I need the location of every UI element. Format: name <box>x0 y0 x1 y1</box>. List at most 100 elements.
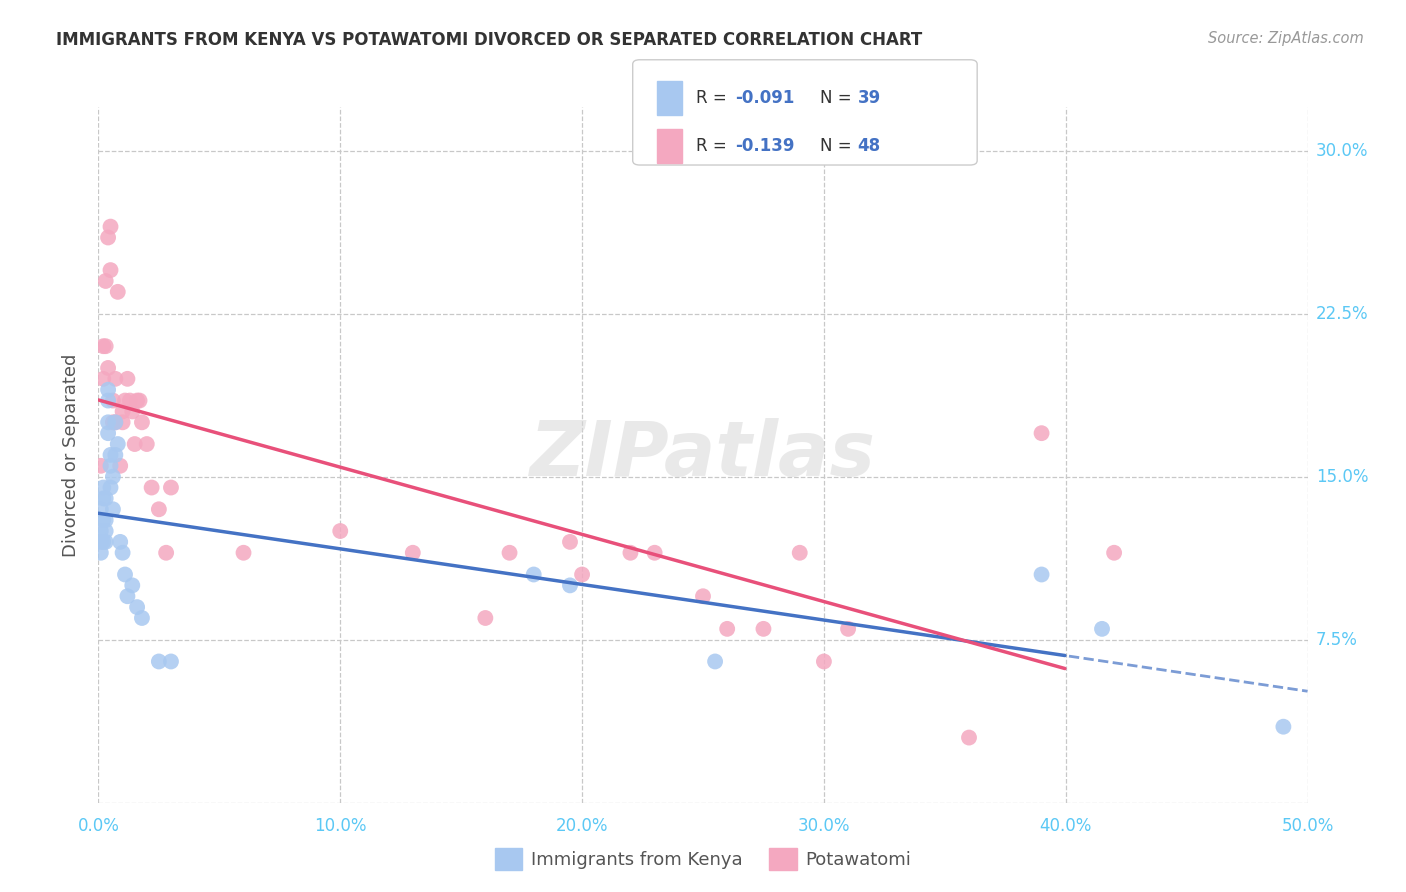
Point <box>619 546 641 560</box>
Text: 0.0%: 0.0% <box>77 817 120 835</box>
Point <box>107 285 129 299</box>
Point <box>97 415 120 429</box>
Text: 39: 39 <box>858 89 882 107</box>
Point <box>100 448 122 462</box>
Point <box>114 393 136 408</box>
Text: 7.5%: 7.5% <box>1316 631 1358 648</box>
Point <box>97 426 120 441</box>
Text: -0.139: -0.139 <box>735 137 794 155</box>
Point <box>100 219 122 234</box>
Point <box>101 393 124 408</box>
Point <box>94 274 117 288</box>
Point <box>108 458 131 473</box>
Text: R =: R = <box>696 89 733 107</box>
Point <box>558 578 581 592</box>
Point <box>117 589 139 603</box>
Text: IMMIGRANTS FROM KENYA VS POTAWATOMI DIVORCED OR SEPARATED CORRELATION CHART: IMMIGRANTS FROM KENYA VS POTAWATOMI DIVO… <box>56 31 922 49</box>
Point <box>100 263 122 277</box>
Point <box>111 415 134 429</box>
Point <box>402 546 425 560</box>
Point <box>91 339 114 353</box>
Text: N =: N = <box>820 89 856 107</box>
Point <box>128 393 150 408</box>
Point <box>97 360 120 375</box>
Point <box>127 600 149 615</box>
Point <box>91 491 114 506</box>
Point <box>155 546 177 560</box>
Point <box>131 415 153 429</box>
Text: ZIPatlas: ZIPatlas <box>530 418 876 491</box>
Point <box>114 567 136 582</box>
Text: R =: R = <box>696 137 733 155</box>
Point <box>131 611 153 625</box>
Point <box>90 535 112 549</box>
Point <box>716 622 738 636</box>
Point <box>1272 720 1295 734</box>
Point <box>107 437 129 451</box>
Point <box>232 546 254 560</box>
Text: 40.0%: 40.0% <box>1039 817 1092 835</box>
Point <box>101 469 124 483</box>
Point <box>90 502 112 516</box>
Point <box>127 393 149 408</box>
Point <box>121 404 143 418</box>
Point <box>1031 426 1053 441</box>
Point <box>1091 622 1114 636</box>
Text: 10.0%: 10.0% <box>314 817 367 835</box>
Point <box>704 655 727 669</box>
Text: Source: ZipAtlas.com: Source: ZipAtlas.com <box>1208 31 1364 46</box>
Text: N =: N = <box>820 137 856 155</box>
Point <box>94 535 117 549</box>
Point <box>97 230 120 244</box>
Point <box>100 481 122 495</box>
Text: 50.0%: 50.0% <box>1281 817 1334 835</box>
Text: -0.091: -0.091 <box>735 89 794 107</box>
Point <box>160 481 183 495</box>
Point <box>498 546 520 560</box>
Point <box>523 567 546 582</box>
Point <box>104 372 127 386</box>
Point <box>148 502 170 516</box>
Point <box>160 655 183 669</box>
Point <box>108 535 131 549</box>
Text: 20.0%: 20.0% <box>555 817 609 835</box>
Text: 22.5%: 22.5% <box>1316 304 1368 323</box>
Point <box>571 567 593 582</box>
Point <box>91 481 114 495</box>
Point <box>94 339 117 353</box>
Legend: Immigrants from Kenya, Potawatomi: Immigrants from Kenya, Potawatomi <box>488 841 918 877</box>
Point <box>101 502 124 516</box>
Point <box>111 404 134 418</box>
Text: 15.0%: 15.0% <box>1316 467 1368 485</box>
Point <box>692 589 714 603</box>
Text: 30.0%: 30.0% <box>1316 142 1368 160</box>
Point <box>111 546 134 560</box>
Point <box>1102 546 1125 560</box>
Point <box>813 655 835 669</box>
Point <box>94 491 117 506</box>
Point <box>644 546 666 560</box>
Point <box>117 372 139 386</box>
Point <box>104 415 127 429</box>
Point <box>1031 567 1053 582</box>
Point <box>91 535 114 549</box>
Point <box>789 546 811 560</box>
Point <box>118 393 141 408</box>
Text: 30.0%: 30.0% <box>797 817 851 835</box>
Point <box>90 546 112 560</box>
Point <box>104 415 127 429</box>
Point <box>124 437 146 451</box>
Point <box>97 393 120 408</box>
Point <box>100 458 122 473</box>
Point <box>957 731 980 745</box>
Point <box>135 437 157 451</box>
Point <box>121 578 143 592</box>
Point <box>752 622 775 636</box>
Point <box>90 524 112 538</box>
Text: 48: 48 <box>858 137 880 155</box>
Point <box>101 415 124 429</box>
Point <box>94 513 117 527</box>
Point <box>94 524 117 538</box>
Point <box>104 448 127 462</box>
Point <box>97 383 120 397</box>
